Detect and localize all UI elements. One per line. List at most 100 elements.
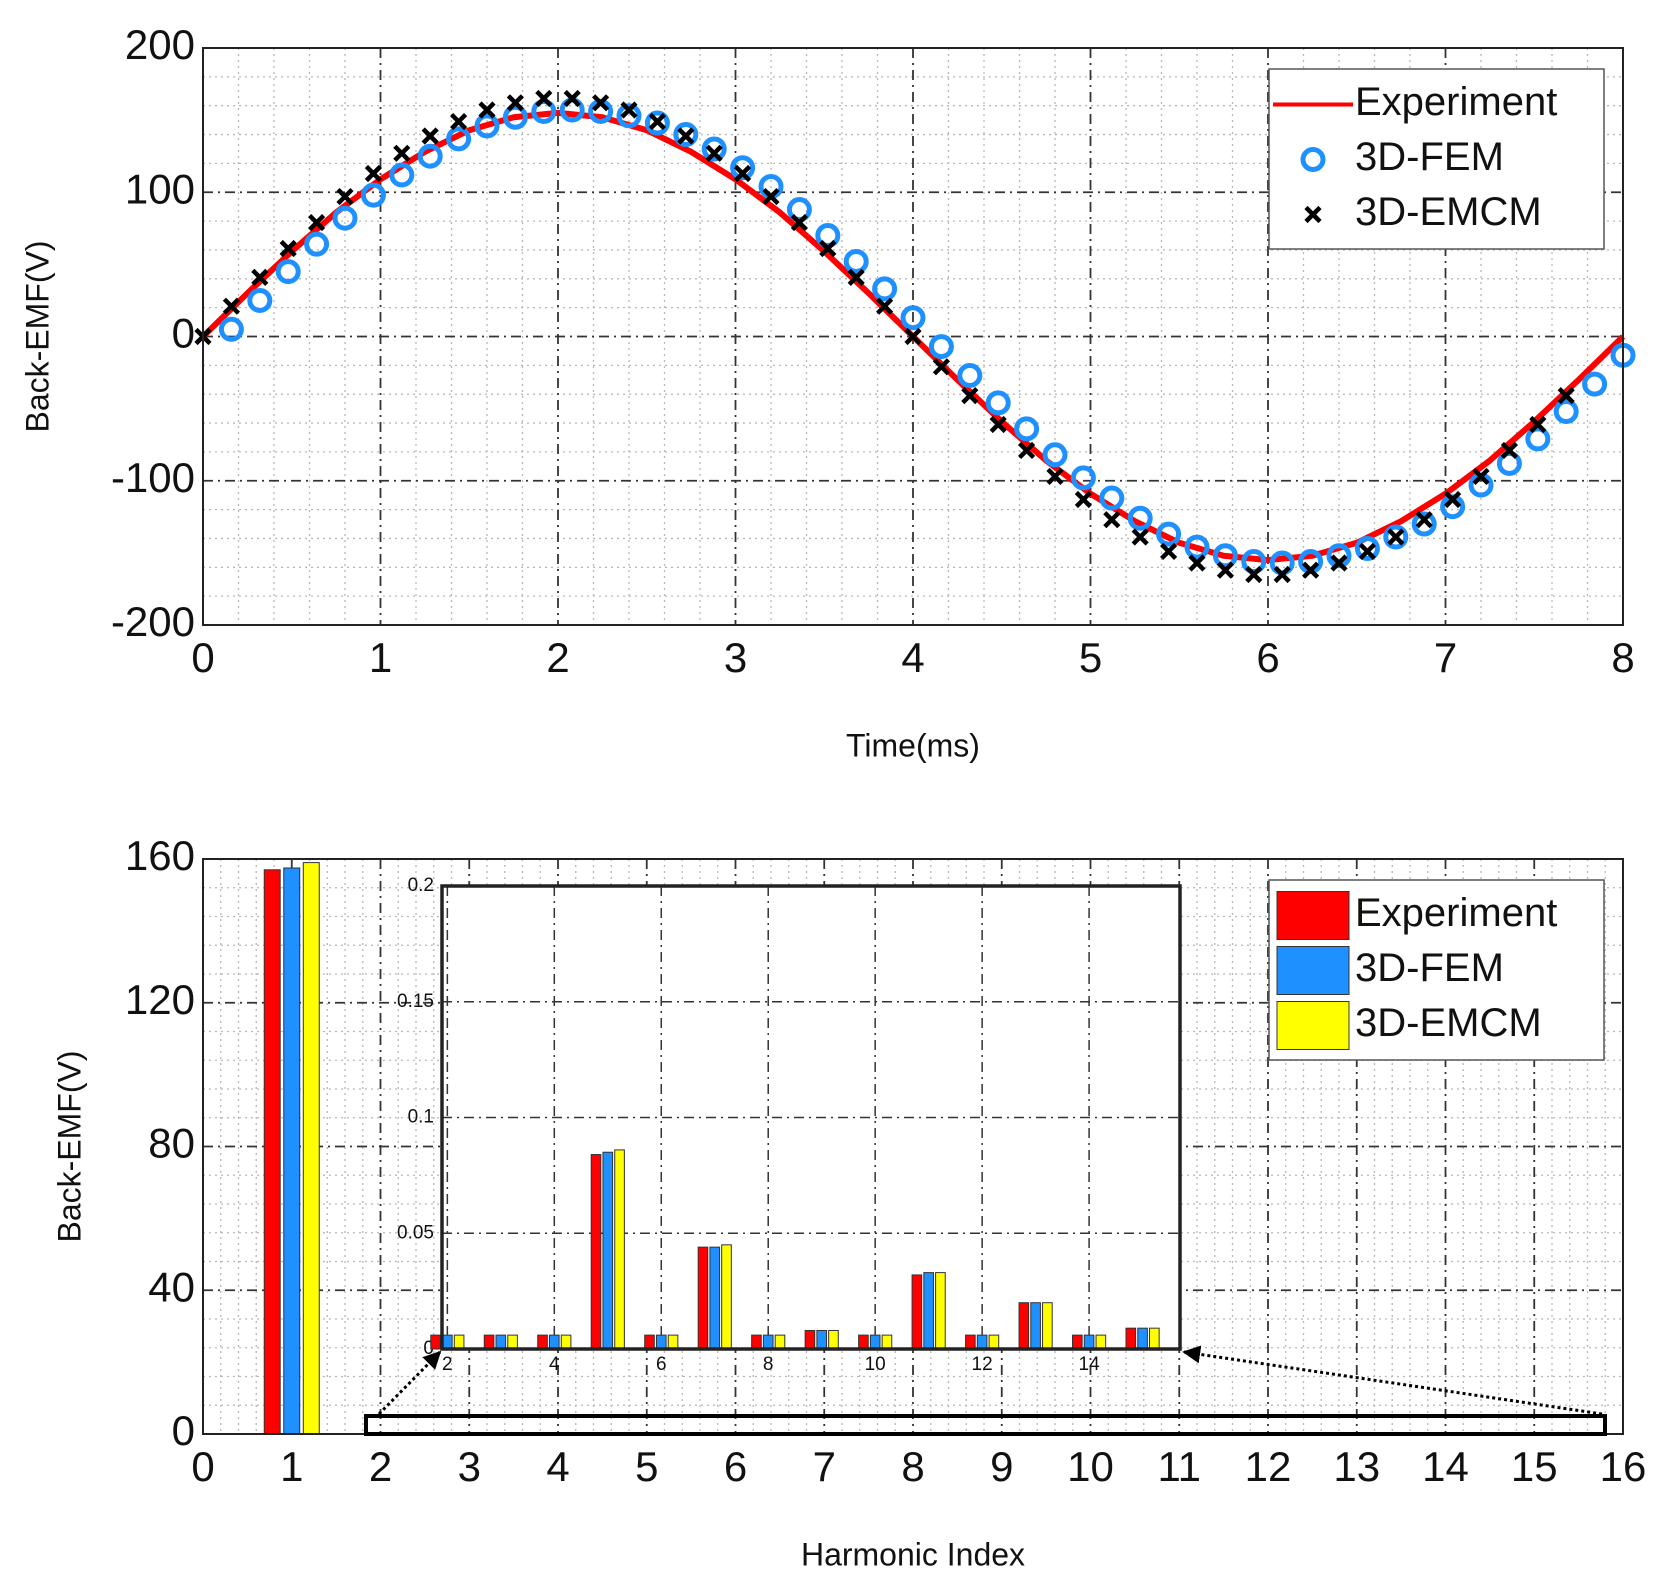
data-point <box>819 239 837 258</box>
bar <box>935 1272 946 1350</box>
legend-label: Experiment <box>1355 891 1557 935</box>
data-point <box>1411 511 1437 537</box>
x-tick-label: 6 <box>1256 634 1279 681</box>
bar <box>483 1334 495 1350</box>
x-tick-label: 6 <box>656 1354 667 1375</box>
data-point <box>1302 561 1320 579</box>
bar <box>709 1246 721 1350</box>
x-tick-label: 8 <box>901 1443 924 1490</box>
bar <box>495 1334 507 1350</box>
data-point <box>928 334 954 360</box>
bar <box>302 862 320 1435</box>
data-point <box>417 143 443 169</box>
data-point <box>620 101 638 119</box>
x-tick-label: 7 <box>813 1443 836 1490</box>
data-point <box>1330 554 1348 572</box>
y-tick-label: 160 <box>125 832 195 879</box>
x-tick-label: 11 <box>1157 1443 1201 1490</box>
data-point <box>1127 505 1153 531</box>
bar <box>828 1329 839 1350</box>
data-point <box>563 89 581 108</box>
y-tick-label: 0.2 <box>408 875 434 896</box>
zoom-arrow <box>1182 1345 1603 1416</box>
data-point <box>1184 534 1210 560</box>
x-tick-label: 13 <box>1333 1443 1380 1490</box>
data-point <box>218 316 244 342</box>
bar <box>453 1334 465 1350</box>
y-tick-label: 0 <box>423 1338 434 1359</box>
y-tick-label: 80 <box>148 1120 195 1167</box>
zoom-region <box>364 1414 1607 1436</box>
bar <box>442 1334 453 1350</box>
data-point <box>592 94 610 112</box>
x-tick-label: 12 <box>1245 1443 1292 1490</box>
x-tick-label: 3 <box>458 1443 481 1490</box>
bar <box>965 1334 976 1350</box>
bar <box>911 1274 923 1350</box>
data-point <box>957 362 983 388</box>
x-tick-label: 14 <box>1422 1443 1469 1490</box>
data-point <box>1358 542 1376 561</box>
data-point <box>1387 528 1405 546</box>
bar <box>1095 1334 1107 1350</box>
data-point <box>251 268 269 286</box>
data-point <box>247 287 273 313</box>
bar <box>560 1334 572 1350</box>
data-point <box>478 101 496 119</box>
legend-symbol <box>1300 147 1326 172</box>
bar <box>1030 1302 1041 1350</box>
bar <box>816 1329 828 1350</box>
bar <box>1042 1302 1053 1350</box>
x-tick-label: 10 <box>865 1354 886 1375</box>
data-point <box>389 162 415 188</box>
y-tick-label: 100 <box>125 165 195 212</box>
data-point <box>506 94 524 112</box>
x-tick-label: 10 <box>1067 1443 1114 1490</box>
plot-frame <box>440 884 1182 1351</box>
data-point <box>393 144 411 162</box>
data-point <box>1046 467 1064 486</box>
bar <box>721 1244 732 1350</box>
data-point <box>843 248 869 274</box>
data-point <box>644 110 670 136</box>
data-point <box>989 415 1007 434</box>
data-point <box>648 112 666 131</box>
data-point <box>1131 528 1149 546</box>
data-point <box>474 113 500 139</box>
data-point <box>876 297 894 315</box>
x-tick-label: 5 <box>635 1443 658 1490</box>
x-tick-label: 0 <box>191 634 214 681</box>
y-axis-label: Back-EMF(V) <box>51 1051 87 1243</box>
data-point <box>1444 490 1462 509</box>
x-tick-label: 3 <box>724 634 747 681</box>
data-point <box>446 126 472 152</box>
x-tick-label: 0 <box>191 1443 214 1490</box>
bar <box>762 1334 774 1350</box>
data-point <box>762 187 780 206</box>
data-point <box>904 327 922 346</box>
data-point <box>616 103 642 129</box>
data-point <box>360 182 386 208</box>
data-point <box>336 187 354 206</box>
x-tick-label: 8 <box>1611 634 1634 681</box>
bar <box>751 1334 762 1350</box>
legend-swatch <box>1276 1001 1350 1050</box>
bar <box>263 869 281 1435</box>
data-point <box>1018 441 1036 460</box>
data-point <box>1103 511 1121 529</box>
data-point <box>701 136 727 162</box>
bar <box>1072 1334 1083 1350</box>
data-point <box>1212 543 1238 569</box>
y-tick-label: 120 <box>125 976 195 1023</box>
bar <box>430 1334 441 1350</box>
data-point <box>1042 442 1068 468</box>
data-point <box>677 127 695 145</box>
zoom-arrow <box>377 1350 442 1416</box>
bar <box>1083 1334 1095 1350</box>
bar <box>537 1334 548 1350</box>
data-point <box>1557 387 1575 405</box>
bar <box>590 1154 602 1350</box>
data-point <box>364 164 382 183</box>
